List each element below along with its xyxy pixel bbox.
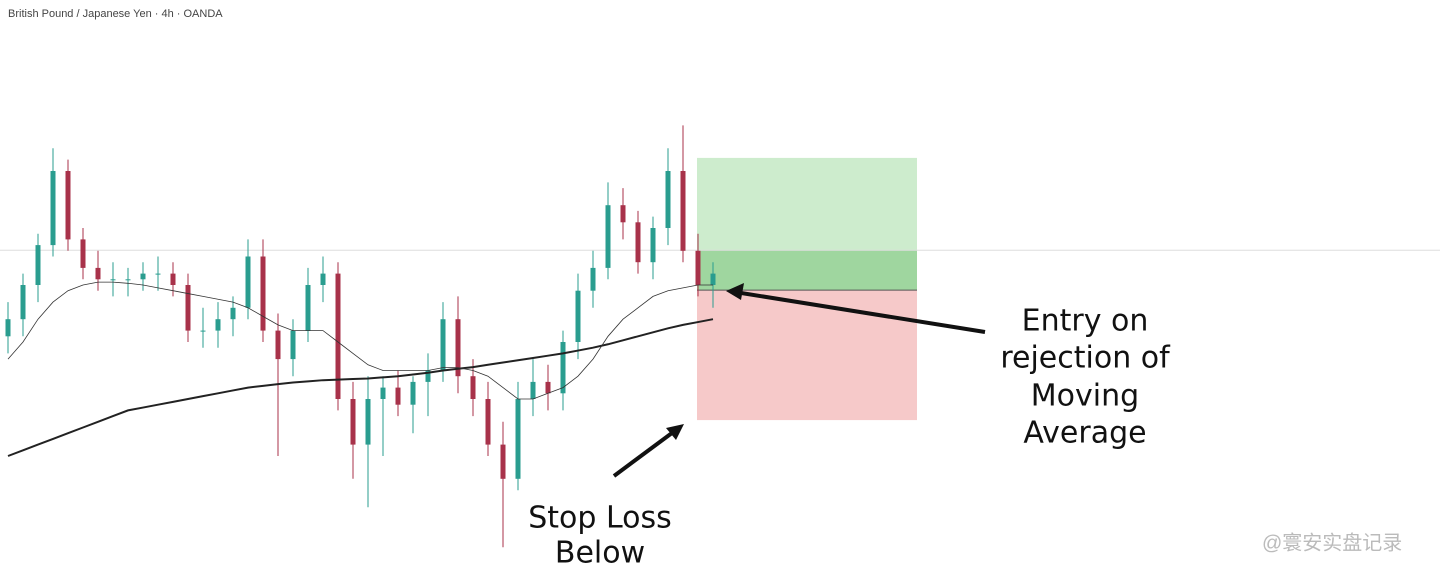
chart-title: British Pound / Japanese Yen · 4h · OAND… — [8, 8, 223, 20]
open-profit — [697, 250, 917, 291]
candle-body — [275, 330, 281, 360]
candle-body — [650, 228, 656, 263]
candle-body — [65, 171, 71, 240]
annotation: Below — [555, 536, 645, 570]
arrow — [734, 290, 986, 334]
annotation: Average — [1023, 416, 1146, 451]
annotation: Moving — [1031, 379, 1139, 414]
annotation: Entry on — [1022, 304, 1149, 339]
candle-body — [335, 273, 341, 399]
candle-body — [320, 273, 326, 285]
candle-body — [620, 205, 626, 223]
candle-body — [365, 399, 371, 445]
candle-body — [470, 376, 476, 399]
candle-body — [695, 250, 701, 285]
candle-body — [680, 171, 686, 251]
candle-body — [425, 370, 431, 382]
candle-body — [5, 319, 11, 337]
candle-body — [95, 267, 101, 280]
candle-body — [50, 171, 56, 246]
candle-body — [140, 273, 146, 280]
candle-body — [590, 267, 596, 291]
watermark: @寰安实盘记录 — [1262, 531, 1402, 554]
candle-body — [710, 273, 716, 285]
candle-body — [155, 273, 161, 275]
candle-body — [35, 245, 41, 285]
candle-body — [560, 342, 566, 394]
candle-body — [110, 279, 116, 281]
candle-body — [455, 319, 461, 377]
candle-body — [230, 307, 236, 320]
candle-body — [530, 381, 536, 399]
candle-body — [170, 273, 176, 285]
candle-body — [485, 399, 491, 445]
candle-body — [245, 256, 251, 308]
plot — [0, 125, 1440, 548]
candle-body — [215, 319, 221, 331]
candle-body — [80, 239, 86, 268]
candle-body — [380, 387, 386, 399]
candle-body — [395, 387, 401, 405]
candle-body — [665, 171, 671, 228]
candle-body — [290, 330, 296, 360]
candle-body — [635, 222, 641, 263]
candle-body — [200, 330, 206, 332]
arrow-head — [726, 283, 744, 300]
candle-body — [20, 285, 26, 320]
candle-body — [575, 290, 581, 342]
candle-body — [305, 285, 311, 331]
candle-body — [125, 279, 131, 281]
candle-body — [350, 399, 356, 445]
candle-body — [410, 381, 416, 405]
candle-body — [515, 399, 521, 479]
candle-body — [440, 319, 446, 371]
candle-body — [545, 381, 551, 394]
stop-zone — [697, 290, 917, 421]
candle-body — [260, 256, 266, 331]
annotation: rejection of — [1000, 341, 1171, 376]
candle-body — [605, 205, 611, 268]
arrow-head — [666, 424, 684, 440]
moving-average — [7, 318, 714, 457]
annotation: Stop Loss — [528, 501, 672, 536]
moving-average — [7, 281, 713, 400]
candle-body — [185, 285, 191, 331]
candle-body — [500, 444, 506, 479]
arrow — [612, 428, 678, 478]
